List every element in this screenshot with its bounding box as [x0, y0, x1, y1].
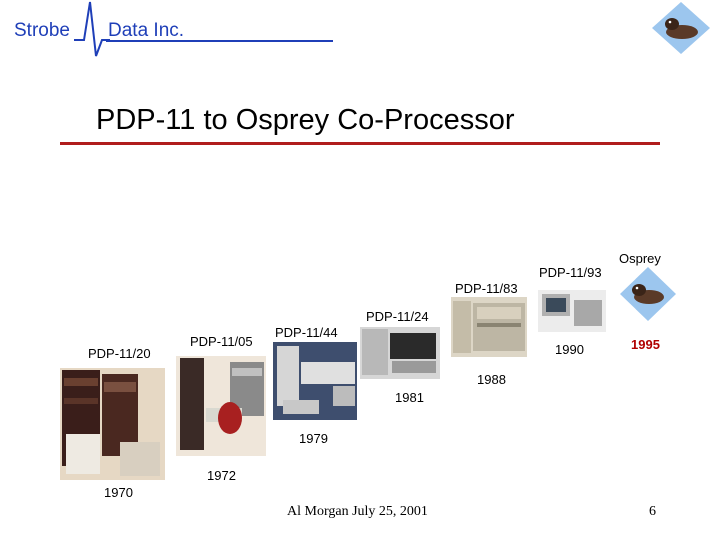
year-1972: 1972 [207, 468, 236, 483]
title-rule [60, 142, 660, 145]
footer-author-date: Al Morgan July 25, 2001 [287, 504, 428, 519]
slide-title: PDP-11 to Osprey Co-Processor [96, 104, 515, 136]
photo-osprey [620, 267, 676, 321]
photo-pdp-11-05 [176, 356, 266, 456]
year-1970: 1970 [104, 485, 133, 500]
label-pdp-11-93: PDP-11/93 [539, 265, 602, 280]
year-1981: 1981 [395, 390, 424, 405]
label-pdp-11-24: PDP-11/24 [366, 309, 429, 324]
label-pdp-11-20: PDP-11/20 [88, 346, 151, 361]
heartbeat-logo-icon [74, 1, 110, 57]
photo-pdp-11-20 [60, 368, 165, 480]
photo-pdp-11-83 [451, 297, 527, 357]
year-1990: 1990 [555, 342, 584, 357]
label-pdp-11-83: PDP-11/83 [455, 281, 518, 296]
year-1979: 1979 [299, 431, 328, 446]
label-pdp-11-05: PDP-11/05 [190, 334, 253, 349]
photo-pdp-11-44 [273, 342, 357, 420]
photo-pdp-11-24 [360, 327, 440, 379]
company-name-right: Data Inc. [108, 20, 185, 41]
year-1995: 1995 [631, 337, 660, 352]
osprey-logo [652, 2, 710, 54]
year-1988: 1988 [477, 372, 506, 387]
page-number: 6 [649, 504, 656, 519]
company-name-left: Strobe [14, 20, 70, 41]
label-pdp-11-44: PDP-11/44 [275, 325, 338, 340]
logo-underline [106, 40, 333, 42]
label-osprey: Osprey [619, 251, 661, 266]
photo-pdp-11-93 [538, 290, 606, 332]
